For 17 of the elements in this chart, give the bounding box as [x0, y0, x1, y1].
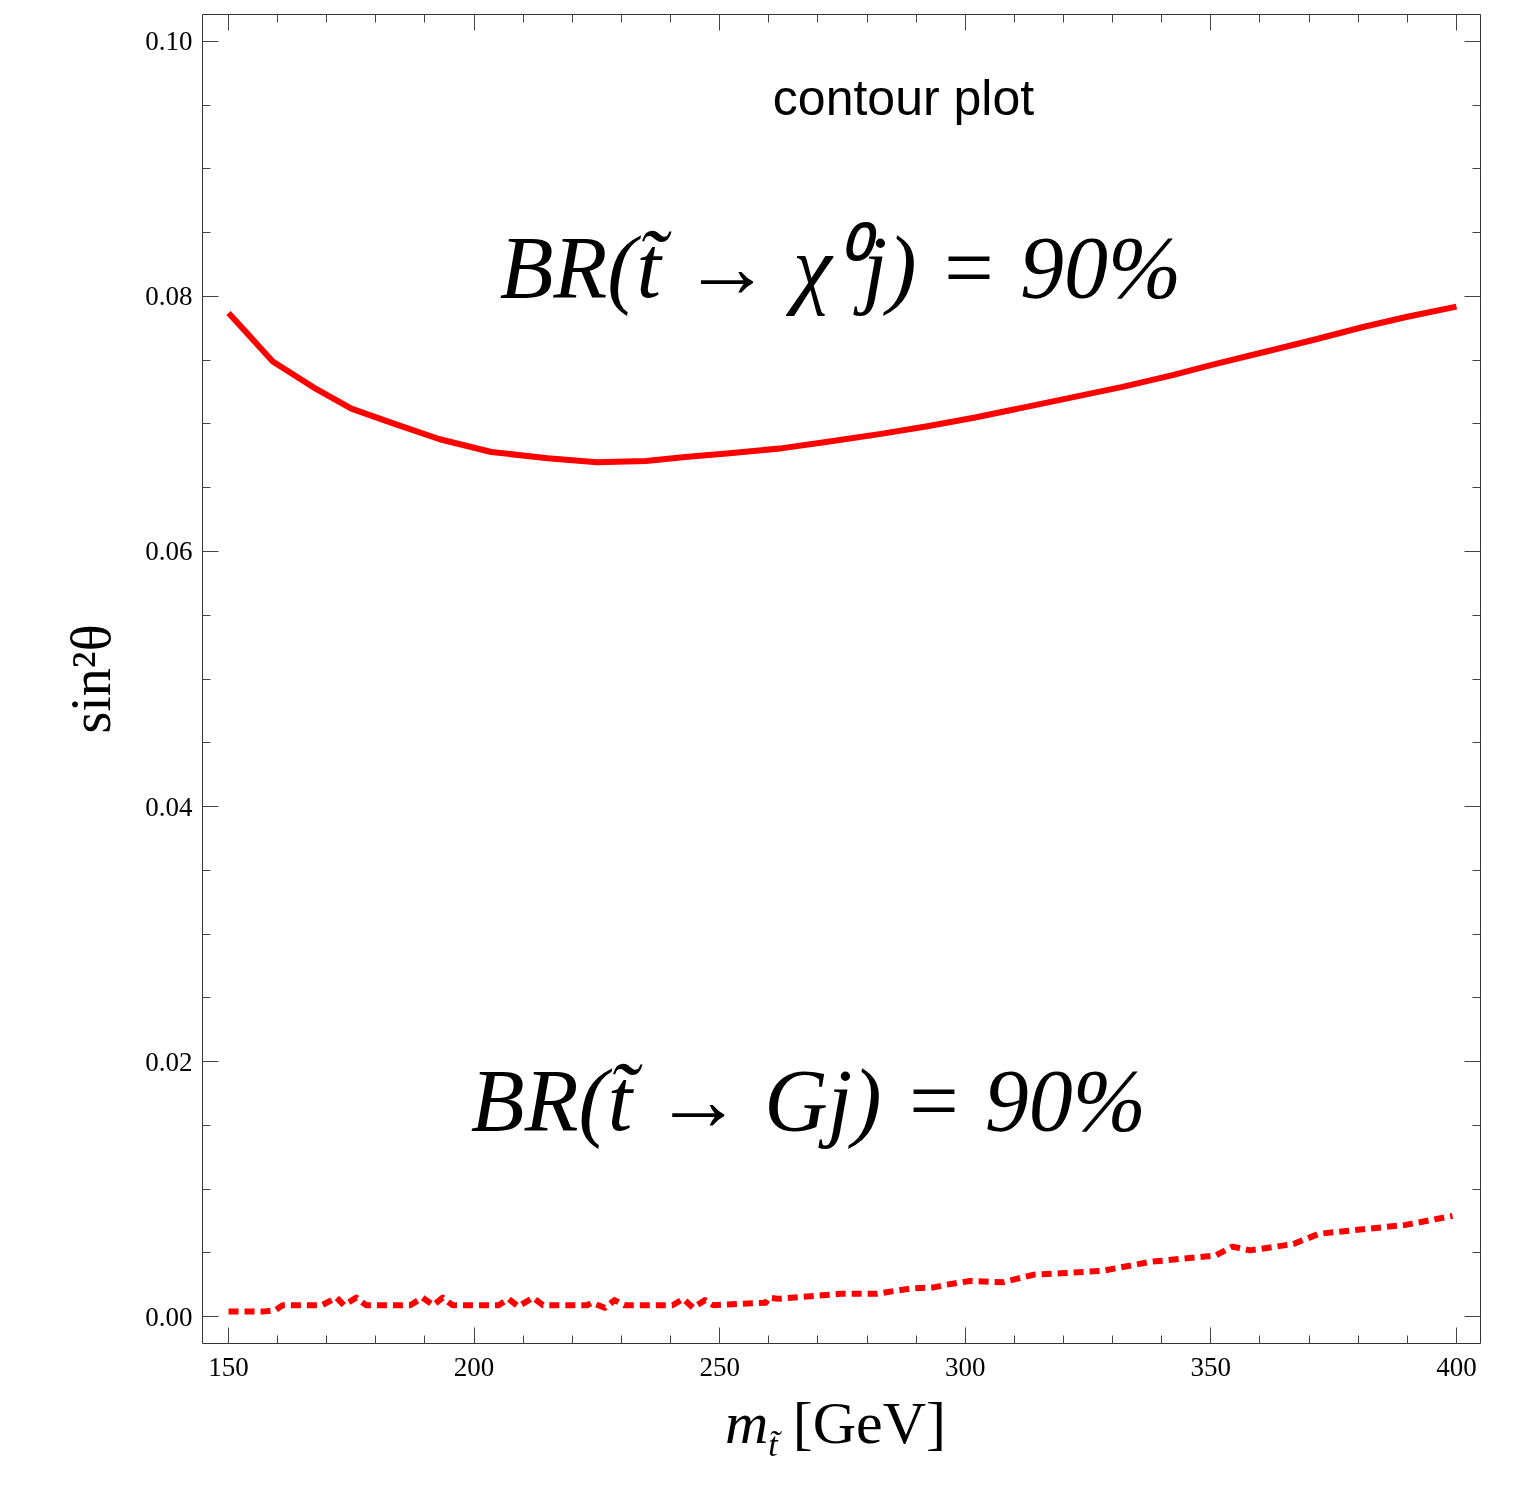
y-tick-label: 0.04 — [145, 791, 193, 822]
y-axis-title: sin²θ — [60, 624, 123, 734]
x-tick-label: 250 — [699, 1351, 740, 1382]
x-tick-label: 300 — [945, 1351, 986, 1382]
x-tick-label: 400 — [1436, 1351, 1477, 1382]
y-tick-label: 0.10 — [145, 26, 193, 57]
annotation: BR(t̃ → χ⁰j) = 90% — [499, 219, 1182, 316]
x-axis-title: m$_{t̃}$ [GeV] — [725, 1389, 947, 1465]
y-tick-label: 0.08 — [145, 281, 193, 312]
x-tick-label: 200 — [453, 1351, 495, 1382]
x-tick-label: 150 — [208, 1351, 249, 1382]
x-tick-label: 350 — [1190, 1351, 1232, 1382]
annotation: BR(t̃ → Gj) = 90% — [470, 1052, 1147, 1149]
y-tick-label: 0.00 — [145, 1301, 193, 1332]
annotation: contour plot — [772, 69, 1035, 126]
y-tick-label: 0.02 — [145, 1046, 193, 1077]
y-tick-label: 0.06 — [145, 536, 193, 567]
